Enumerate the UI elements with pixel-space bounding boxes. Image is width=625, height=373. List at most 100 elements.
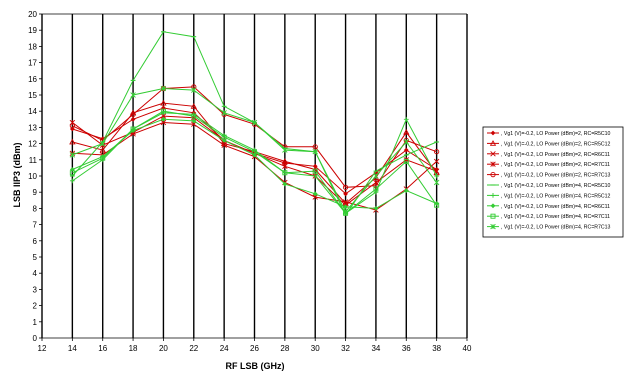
x-tick-label-28: 28 xyxy=(280,344,289,353)
series-10-point-26 xyxy=(251,119,258,126)
series-3-point-20 xyxy=(160,119,167,126)
legend-label-6: , Vg1 (V)=-0.2, LO Power (dBm)=4, RC=R5C… xyxy=(501,183,611,189)
series-5-point-14 xyxy=(69,123,75,129)
legend-swatch-marker-2 xyxy=(489,140,497,146)
series-9-point-14 xyxy=(69,170,75,176)
legend-item-7: , Vg1 (V)=-0.2, LO Power (dBm)=4, RC=R5C… xyxy=(487,193,611,199)
y-tick-label-13: 13 xyxy=(28,123,37,132)
legend-label-7: , Vg1 (V)=-0.2, LO Power (dBm)=4, RC=R5C… xyxy=(501,193,611,199)
y-tick-label-4: 4 xyxy=(33,269,38,278)
legend-label-10: , Vg1 (V)=-0.2, LO Power (dBm)=4, RC=R7C… xyxy=(501,225,611,231)
legend-item-2: , Vg1 (V)=-0.2, LO Power (dBm)=2, RC=R5C… xyxy=(487,140,611,147)
y-tick-label-9: 9 xyxy=(33,188,38,197)
series-7-point-36 xyxy=(403,116,409,122)
legend-item-3: , Vg1 (V)=-0.2, LO Power (dBm)=2, RC=R6C… xyxy=(487,151,610,158)
series-8-point-34 xyxy=(373,206,379,211)
y-tick-label-20: 20 xyxy=(28,10,37,19)
legend-label-9: , Vg1 (V)=-0.2, LO Power (dBm)=4, RC=R7C… xyxy=(501,214,610,220)
series-3-point-24 xyxy=(221,142,227,148)
legend-item-9: , Vg1 (V)=-0.2, LO Power (dBm)=4, RC=R7C… xyxy=(487,213,610,220)
y-tick-label-7: 7 xyxy=(33,221,38,230)
series-4-point-28 xyxy=(282,163,288,169)
legend-item-8: , Vg1 (V)=-0.2, LO Power (dBm)=4, RC=R6C… xyxy=(487,203,610,210)
x-tick-label-36: 36 xyxy=(402,344,411,353)
series-9-point-18 xyxy=(130,126,136,132)
legend-label-3: , Vg1 (V)=-0.2, LO Power (dBm)=2, RC=R6C… xyxy=(501,152,610,158)
x-tick-label-22: 22 xyxy=(189,344,198,353)
series-1-point-16 xyxy=(100,136,106,142)
y-tick-label-17: 17 xyxy=(28,59,37,68)
series-10-point-30 xyxy=(312,148,318,155)
y-tick-label-19: 19 xyxy=(28,26,37,35)
series-8-point-26 xyxy=(252,152,257,158)
legend: , Vg1 (V)=-0.2, LO Power (dBm)=2, RC=R5C… xyxy=(482,126,624,238)
series-10-point-18 xyxy=(130,92,136,98)
series-10-point-16 xyxy=(99,140,106,147)
y-tick-label-14: 14 xyxy=(28,107,37,116)
series-3-point-30 xyxy=(312,194,318,200)
x-tick-label-26: 26 xyxy=(250,344,259,353)
legend-label-4: , Vg1 (V)=-0.2, LO Power (dBm)=2, RC=R7C… xyxy=(501,162,610,168)
series-9-point-20 xyxy=(160,108,166,114)
series-8-point-20 xyxy=(161,116,166,122)
series-1-point-32 xyxy=(343,191,348,197)
series-2-point-22 xyxy=(190,103,197,109)
series-9-point-24 xyxy=(221,134,227,140)
series-9-point-38 xyxy=(434,202,440,208)
series-10-point-14 xyxy=(69,152,76,158)
legend-swatch-marker-8 xyxy=(490,203,496,209)
y-tick-label-0: 0 xyxy=(33,334,38,343)
legend-item-4: , Vg1 (V)=-0.2, LO Power (dBm)=2, RC=R7C… xyxy=(487,161,610,168)
series-5-point-30 xyxy=(312,144,318,150)
x-tick-label-18: 18 xyxy=(129,344,138,353)
legend-label-8: , Vg1 (V)=-0.2, LO Power (dBm)=4, RC=R6C… xyxy=(501,204,610,210)
series-5-point-38 xyxy=(434,149,440,155)
x-tick-label-34: 34 xyxy=(371,344,380,353)
series-9-point-16 xyxy=(100,155,106,161)
series-9-line xyxy=(72,110,438,215)
x-tick-label-40: 40 xyxy=(463,344,472,353)
series-9-point-30 xyxy=(312,168,318,174)
x-axis-title: RF LSB (GHz) xyxy=(226,361,285,371)
series-10-point-32 xyxy=(342,208,349,215)
legend-item-10: , Vg1 (V)=-0.2, LO Power (dBm)=4, RC=R7C… xyxy=(487,223,611,231)
series-2-point-16 xyxy=(99,146,106,153)
series-5-point-32 xyxy=(342,184,349,190)
series-10-point-22 xyxy=(191,87,197,93)
legend-swatch-marker-10 xyxy=(490,223,496,230)
legend-box xyxy=(482,126,624,238)
series-10-point-20 xyxy=(160,85,167,92)
legend-swatch-marker-4 xyxy=(490,161,496,167)
series-8-point-28 xyxy=(282,181,288,187)
y-tick-label-18: 18 xyxy=(28,42,37,51)
series-8-point-22 xyxy=(191,118,197,124)
series-8-point-30 xyxy=(312,191,318,197)
legend-label-5: , Vg1 (V)=-0.2, LO Power (dBm)=2, RC=R7C… xyxy=(501,173,611,179)
y-tick-label-2: 2 xyxy=(33,302,38,311)
y-tick-label-5: 5 xyxy=(33,253,38,262)
x-tick-label-32: 32 xyxy=(341,344,350,353)
legend-label-2: , Vg1 (V)=-0.2, LO Power (dBm)=2, RC=R5C… xyxy=(501,141,611,147)
series-3-point-38 xyxy=(433,158,440,165)
x-tick-label-16: 16 xyxy=(98,344,107,353)
legend-label-1: , Vg1 (V)=-0.2, LO Power (dBm)=2, RC=R5C… xyxy=(501,131,611,137)
y-tick-label-12: 12 xyxy=(28,140,37,149)
x-tick-label-30: 30 xyxy=(311,344,320,353)
y-tick-label-8: 8 xyxy=(33,204,38,213)
x-tick-label-12: 12 xyxy=(38,344,47,353)
series-7-point-38 xyxy=(434,173,440,179)
x-tick-label-14: 14 xyxy=(68,344,77,353)
legend-swatch-marker-3 xyxy=(490,151,496,157)
y-tick-label-15: 15 xyxy=(28,91,37,100)
series-9-point-34 xyxy=(373,186,379,192)
series-10-point-28 xyxy=(282,147,288,153)
series-2-point-28 xyxy=(281,158,289,164)
legend-item-6: , Vg1 (V)=-0.2, LO Power (dBm)=4, RC=R5C… xyxy=(487,183,611,189)
series-1-point-18 xyxy=(130,116,136,122)
series-3-point-22 xyxy=(191,121,197,127)
x-tick-label-20: 20 xyxy=(159,344,168,353)
y-tick-label-3: 3 xyxy=(33,285,38,294)
series-1-point-36 xyxy=(403,147,409,153)
y-axis-title: LSB IIP3 (dBm) xyxy=(12,142,22,207)
